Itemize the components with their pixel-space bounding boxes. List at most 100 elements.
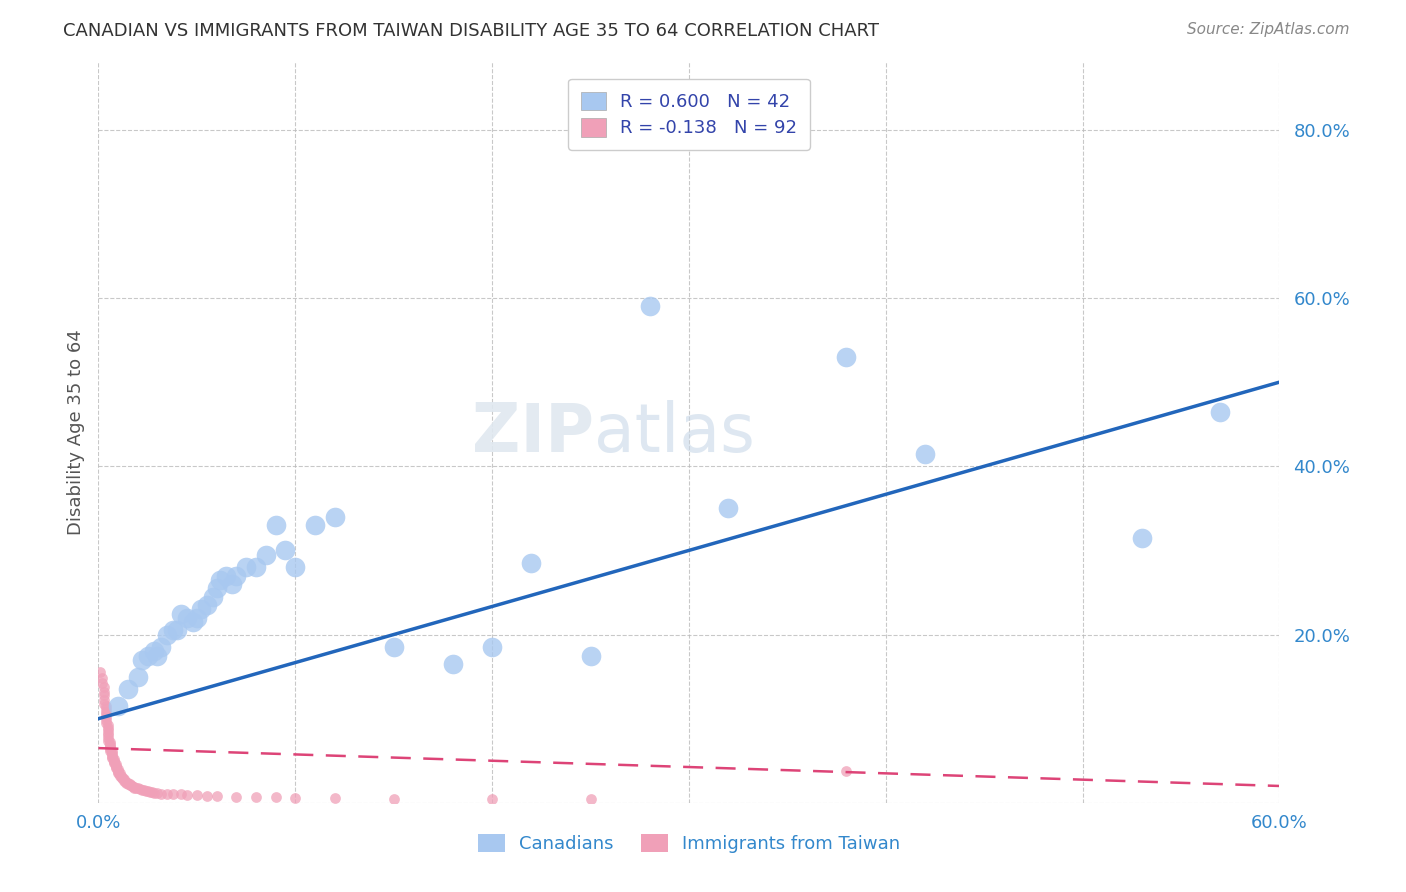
- Point: [103, 756, 125, 770]
- Point: [98, 735, 121, 749]
- Point: [150, 787, 173, 801]
- Point: [97, 731, 120, 745]
- Point: [579, 792, 602, 806]
- Point: [122, 780, 145, 794]
- Point: [111, 771, 134, 785]
- Point: [117, 682, 139, 697]
- Point: [101, 744, 124, 758]
- Point: [97, 723, 120, 738]
- Point: [97, 733, 120, 747]
- Point: [170, 788, 193, 802]
- Point: [264, 789, 287, 804]
- Point: [127, 781, 149, 796]
- Point: [96, 699, 118, 714]
- Point: [190, 602, 212, 616]
- Point: [97, 718, 120, 732]
- Point: [274, 543, 297, 558]
- Point: [1209, 404, 1232, 418]
- Point: [181, 615, 204, 629]
- Point: [105, 757, 128, 772]
- Point: [117, 776, 139, 790]
- Point: [132, 783, 155, 797]
- Point: [156, 627, 179, 641]
- Point: [127, 670, 149, 684]
- Point: [93, 680, 115, 694]
- Point: [108, 768, 131, 782]
- Point: [117, 777, 139, 791]
- Point: [221, 577, 243, 591]
- Point: [382, 791, 405, 805]
- Text: Source: ZipAtlas.com: Source: ZipAtlas.com: [1187, 22, 1350, 37]
- Point: [579, 648, 602, 663]
- Point: [93, 685, 115, 699]
- Point: [122, 780, 145, 795]
- Point: [166, 624, 188, 638]
- Point: [93, 693, 115, 707]
- Point: [97, 721, 120, 735]
- Text: ZIP: ZIP: [472, 400, 595, 466]
- Point: [142, 644, 165, 658]
- Point: [91, 671, 114, 685]
- Point: [111, 770, 134, 784]
- Point: [195, 598, 218, 612]
- Point: [225, 789, 247, 804]
- Point: [96, 714, 118, 728]
- Point: [835, 764, 858, 778]
- Point: [107, 762, 129, 776]
- Point: [98, 740, 121, 755]
- Point: [98, 742, 121, 756]
- Point: [98, 744, 121, 758]
- Point: [156, 787, 179, 801]
- Point: [115, 774, 138, 789]
- Point: [107, 764, 129, 778]
- Point: [107, 765, 129, 780]
- Point: [162, 624, 184, 638]
- Point: [146, 648, 169, 663]
- Point: [97, 726, 120, 740]
- Point: [162, 788, 184, 802]
- Point: [96, 701, 118, 715]
- Point: [93, 697, 115, 711]
- Point: [225, 568, 247, 582]
- Text: CANADIAN VS IMMIGRANTS FROM TAIWAN DISABILITY AGE 35 TO 64 CORRELATION CHART: CANADIAN VS IMMIGRANTS FROM TAIWAN DISAB…: [63, 22, 879, 40]
- Point: [215, 568, 238, 582]
- Point: [481, 791, 503, 805]
- Text: atlas: atlas: [595, 400, 755, 466]
- Point: [284, 790, 307, 805]
- Point: [264, 518, 287, 533]
- Point: [101, 747, 124, 762]
- Point: [245, 789, 267, 804]
- Point: [108, 766, 131, 780]
- Point: [118, 777, 141, 791]
- Point: [112, 772, 135, 787]
- Point: [138, 785, 160, 799]
- Point: [176, 789, 198, 803]
- Point: [101, 746, 124, 760]
- Point: [382, 640, 405, 655]
- Point: [131, 653, 153, 667]
- Point: [98, 739, 121, 753]
- Point: [835, 350, 858, 364]
- Point: [98, 737, 121, 751]
- Point: [323, 509, 346, 524]
- Point: [103, 756, 125, 771]
- Point: [914, 447, 936, 461]
- Point: [96, 705, 118, 719]
- Point: [107, 699, 129, 714]
- Point: [209, 573, 232, 587]
- Point: [118, 778, 141, 792]
- Point: [96, 710, 118, 724]
- Point: [136, 648, 159, 663]
- Point: [254, 548, 277, 562]
- Point: [638, 300, 661, 314]
- Point: [323, 790, 346, 805]
- Point: [107, 764, 129, 779]
- Point: [101, 751, 124, 765]
- Point: [125, 780, 148, 795]
- Point: [93, 688, 115, 702]
- Point: [304, 518, 326, 533]
- Point: [1130, 531, 1153, 545]
- Point: [135, 784, 157, 798]
- Point: [146, 786, 169, 800]
- Point: [121, 779, 143, 793]
